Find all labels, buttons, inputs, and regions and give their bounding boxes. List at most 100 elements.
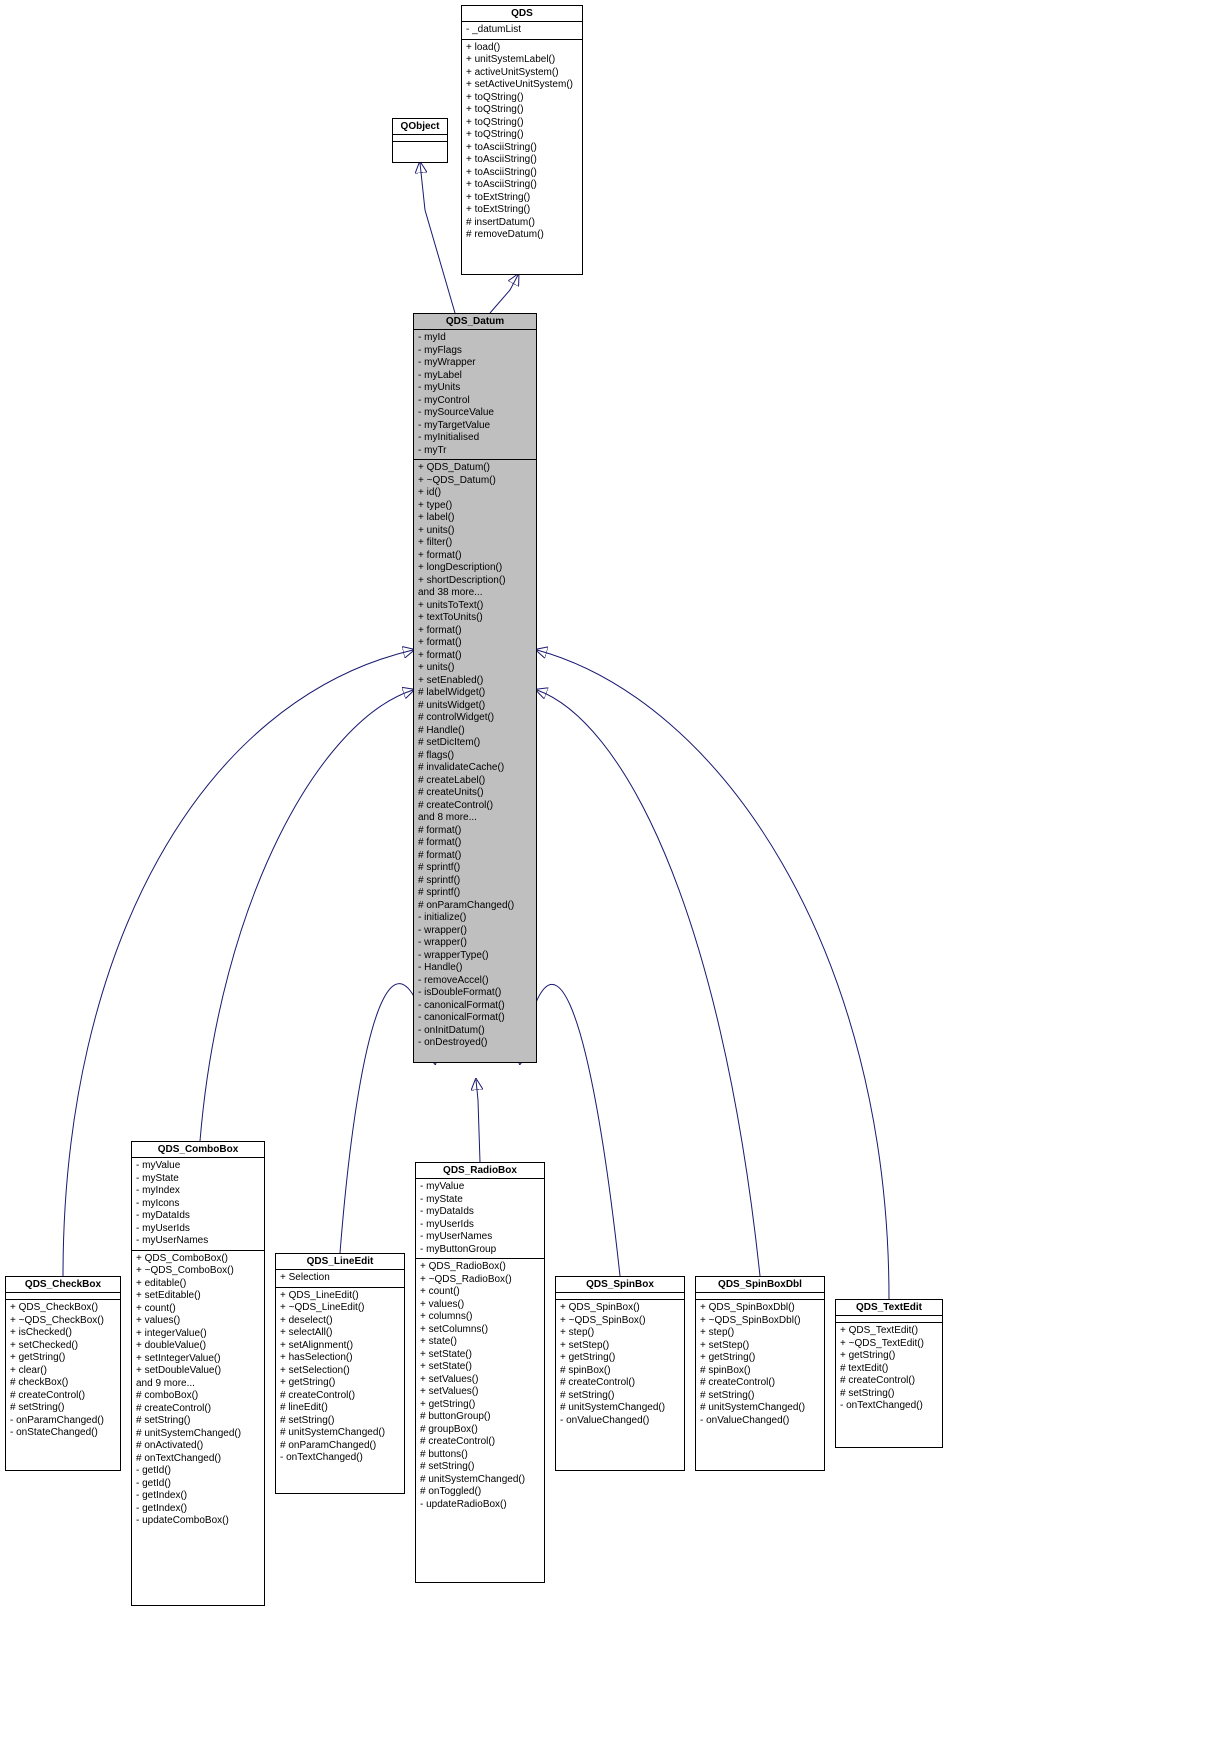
class-member: - myIndex bbox=[136, 1185, 260, 1198]
class-member: - onValueChanged() bbox=[560, 1415, 680, 1428]
class-member: - removeAccel() bbox=[418, 975, 532, 988]
class-member: # format() bbox=[418, 825, 532, 838]
class-member: - myValue bbox=[136, 1160, 260, 1173]
class-member: + longDescription() bbox=[418, 562, 532, 575]
class-member: + QDS_RadioBox() bbox=[420, 1261, 540, 1274]
class-member: + ~QDS_Datum() bbox=[418, 475, 532, 488]
class-section: + Selection bbox=[276, 1270, 404, 1288]
class-member: - myFlags bbox=[418, 345, 532, 358]
class-member: # setString() bbox=[10, 1402, 116, 1415]
class-member: + setState() bbox=[420, 1361, 540, 1374]
class-member: # groupBox() bbox=[420, 1424, 540, 1437]
class-member: + editable() bbox=[136, 1278, 260, 1291]
class-section: + QDS_LineEdit()+ ~QDS_LineEdit()+ desel… bbox=[276, 1288, 404, 1467]
class-member: + setActiveUnitSystem() bbox=[466, 79, 578, 92]
class-member: + setSelection() bbox=[280, 1365, 400, 1378]
class-member: # unitSystemChanged() bbox=[420, 1474, 540, 1487]
class-member: + toExtString() bbox=[466, 204, 578, 217]
class-member: + columns() bbox=[420, 1311, 540, 1324]
class-member: # setString() bbox=[840, 1388, 938, 1401]
class-member: + QDS_ComboBox() bbox=[136, 1253, 260, 1266]
class-member: + setStep() bbox=[560, 1340, 680, 1353]
inheritance-edge bbox=[490, 275, 518, 313]
class-member: - onDestroyed() bbox=[418, 1037, 532, 1050]
inheritance-edge bbox=[537, 690, 760, 1276]
class-member: + label() bbox=[418, 512, 532, 525]
class-member: # lineEdit() bbox=[280, 1402, 400, 1415]
class-title: QObject bbox=[393, 119, 447, 135]
class-section: + QDS_TextEdit()+ ~QDS_TextEdit()+ getSt… bbox=[836, 1323, 942, 1415]
class-member: - updateComboBox() bbox=[136, 1515, 260, 1528]
class-member: + ~QDS_SpinBox() bbox=[560, 1315, 680, 1328]
class-member: # sprintf() bbox=[418, 875, 532, 888]
class-member: + count() bbox=[136, 1303, 260, 1316]
class-member: + QDS_Datum() bbox=[418, 462, 532, 475]
class-member: + units() bbox=[418, 525, 532, 538]
class-member: - wrapper() bbox=[418, 937, 532, 950]
class-member: + ~QDS_ComboBox() bbox=[136, 1265, 260, 1278]
class-section: + load()+ unitSystemLabel()+ activeUnitS… bbox=[462, 40, 582, 244]
class-member: # createControl() bbox=[840, 1375, 938, 1388]
class-member: # createControl() bbox=[560, 1377, 680, 1390]
class-member: + format() bbox=[418, 650, 532, 663]
class-member: + toAsciiString() bbox=[466, 154, 578, 167]
class-member: # createControl() bbox=[10, 1390, 116, 1403]
class-member: and 8 more... bbox=[418, 812, 532, 825]
class-member: + filter() bbox=[418, 537, 532, 550]
class-member: + toQString() bbox=[466, 92, 578, 105]
class-member: + Selection bbox=[280, 1272, 400, 1285]
class-member: # sprintf() bbox=[418, 862, 532, 875]
class-member: # format() bbox=[418, 850, 532, 863]
class-member: - getIndex() bbox=[136, 1503, 260, 1516]
class-member: + getString() bbox=[420, 1399, 540, 1412]
class-member: # textEdit() bbox=[840, 1363, 938, 1376]
class-member: # onParamChanged() bbox=[280, 1440, 400, 1453]
class-member: + doubleValue() bbox=[136, 1340, 260, 1353]
class-member: - initialize() bbox=[418, 912, 532, 925]
class-member: + setValues() bbox=[420, 1374, 540, 1387]
inheritance-edge bbox=[200, 690, 413, 1141]
class-section: + QDS_ComboBox()+ ~QDS_ComboBox()+ edita… bbox=[132, 1251, 264, 1530]
class-member: + isChecked() bbox=[10, 1327, 116, 1340]
class-title: QDS_TextEdit bbox=[836, 1300, 942, 1316]
class-member: + toQString() bbox=[466, 129, 578, 142]
class-section: + QDS_SpinBox()+ ~QDS_SpinBox()+ step()+… bbox=[556, 1300, 684, 1429]
class-member: + integerValue() bbox=[136, 1328, 260, 1341]
class-member: # sprintf() bbox=[418, 887, 532, 900]
class-member: + setStep() bbox=[700, 1340, 820, 1353]
class-member: + activeUnitSystem() bbox=[466, 67, 578, 80]
class-QDS_SpinBox: QDS_SpinBox+ QDS_SpinBox()+ ~QDS_SpinBox… bbox=[555, 1276, 685, 1471]
class-member: + hasSelection() bbox=[280, 1352, 400, 1365]
class-section: + QDS_CheckBox()+ ~QDS_CheckBox()+ isChe… bbox=[6, 1300, 120, 1442]
class-member: + QDS_LineEdit() bbox=[280, 1290, 400, 1303]
class-section: - myValue- myState- myIndex- myIcons- my… bbox=[132, 1158, 264, 1251]
class-member: # createControl() bbox=[280, 1390, 400, 1403]
class-member: + shortDescription() bbox=[418, 575, 532, 588]
class-member: - getIndex() bbox=[136, 1490, 260, 1503]
class-member: # comboBox() bbox=[136, 1390, 260, 1403]
class-member: - wrapperType() bbox=[418, 950, 532, 963]
class-member: + textToUnits() bbox=[418, 612, 532, 625]
class-member: + format() bbox=[418, 637, 532, 650]
class-member: + ~QDS_SpinBoxDbl() bbox=[700, 1315, 820, 1328]
class-member: + format() bbox=[418, 625, 532, 638]
class-member: # setString() bbox=[560, 1390, 680, 1403]
class-section: - myValue- myState- myDataIds- myUserIds… bbox=[416, 1179, 544, 1259]
class-member: + toQString() bbox=[466, 104, 578, 117]
class-member: + toExtString() bbox=[466, 192, 578, 205]
class-member: + QDS_TextEdit() bbox=[840, 1325, 938, 1338]
class-member: + setIntegerValue() bbox=[136, 1353, 260, 1366]
class-member: # controlWidget() bbox=[418, 712, 532, 725]
class-member: # createControl() bbox=[700, 1377, 820, 1390]
class-title: QDS_SpinBoxDbl bbox=[696, 1277, 824, 1293]
class-member: + step() bbox=[700, 1327, 820, 1340]
class-member: - mySourceValue bbox=[418, 407, 532, 420]
class-member: + type() bbox=[418, 500, 532, 513]
class-member: + getString() bbox=[700, 1352, 820, 1365]
class-section: - myId- myFlags- myWrapper- myLabel- myU… bbox=[414, 330, 536, 460]
class-member: + id() bbox=[418, 487, 532, 500]
class-member: - onTextChanged() bbox=[840, 1400, 938, 1413]
class-member: + values() bbox=[420, 1299, 540, 1312]
class-member: - myWrapper bbox=[418, 357, 532, 370]
class-member: - myLabel bbox=[418, 370, 532, 383]
